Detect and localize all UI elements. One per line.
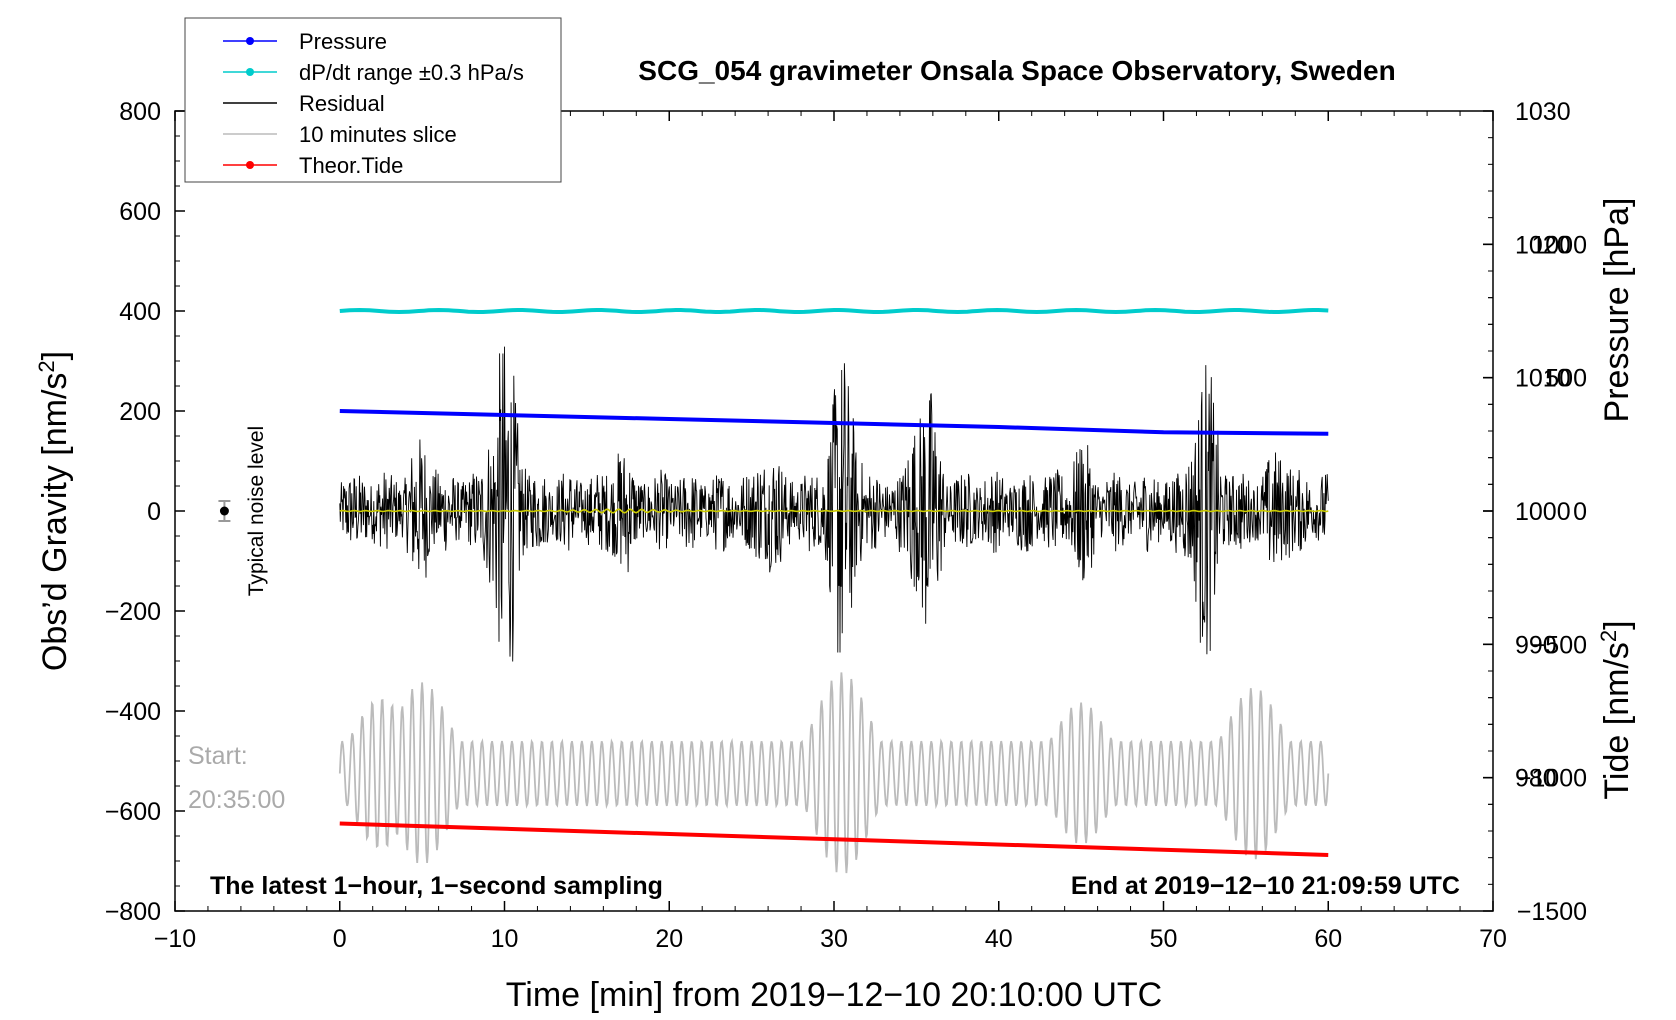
chart-title: SCG_054 gravimeter Onsala Space Observat… — [638, 55, 1395, 86]
y-axis-tide-title-pre: Tide [nm/s — [1598, 642, 1636, 799]
y-pressure-tick-label: 1000 — [1515, 498, 1571, 526]
y-axis-tide-title-post: ] — [1598, 620, 1636, 629]
x-tick-label: 50 — [1150, 925, 1178, 953]
y-left-tick-label: −200 — [105, 598, 161, 626]
y-tide-tick-label: −500 — [1531, 631, 1587, 659]
legend: Pressure dP/dt range ±0.3 hPa/s Residual 10… — [184, 17, 562, 183]
legend-swatch-marker — [246, 161, 254, 169]
y-tide-tick-label: −1000 — [1517, 765, 1587, 793]
dpdt-line — [339, 307, 1329, 315]
legend-swatch-marker — [246, 37, 254, 45]
x-tick-label: 30 — [820, 925, 848, 953]
end-time-note: End at 2019−12−10 21:09:59 UTC — [1071, 872, 1460, 900]
y-axis-pressure-title: Pressure [hPa] — [1598, 198, 1636, 423]
y-axis-tide-title-sup: 2 — [1596, 630, 1621, 642]
x-tick-label: 70 — [1479, 925, 1507, 953]
y-left-tick-label: 400 — [119, 298, 161, 326]
y-pressure-tick-label: 1020 — [1515, 231, 1571, 259]
x-axis-title: Time [min] from 2019−12−10 20:10:00 UTC — [506, 976, 1162, 1014]
start-label-line1: Start: — [188, 742, 248, 770]
y-left-tick-label: 600 — [119, 198, 161, 226]
legend-label: Residual — [299, 91, 385, 116]
x-tick-label: 40 — [985, 925, 1013, 953]
legend-label: Pressure — [299, 29, 387, 54]
ten-minute-slice-line — [338, 672, 1330, 874]
y-left-tick-label: −600 — [105, 798, 161, 826]
x-tick-label: 60 — [1314, 925, 1342, 953]
residual-line — [339, 346, 1329, 662]
y-axis-tide-title: Tide [nm/s2] — [1596, 620, 1637, 799]
legend-label: Theor.Tide — [299, 153, 403, 178]
legend-items: Pressure dP/dt range ±0.3 hPa/s Residual 10… — [223, 29, 524, 178]
x-tick-label: 0 — [333, 925, 347, 953]
y-left-tick-label: −800 — [105, 898, 161, 926]
smoothed-residual-line — [339, 508, 1329, 514]
y-axis-left-title-pre: Obs’d Gravity [nm/s — [36, 373, 74, 672]
legend-box — [184, 17, 562, 183]
ticks-layer: −10 0 10 20 30 40 50 60 708006004002000−200−400−… — [105, 98, 1587, 953]
legend-label: 10 minutes slice — [299, 122, 457, 147]
pressure-line — [339, 409, 1329, 436]
start-label-line2: 20:35:00 — [188, 786, 285, 814]
series-layer — [338, 307, 1330, 874]
y-left-tick-label: −400 — [105, 698, 161, 726]
y-axis-left-title: Obs’d Gravity [nm/s2] — [34, 351, 75, 671]
y-left-tick-label: 200 — [119, 398, 161, 426]
x-tick-label: 10 — [491, 925, 519, 953]
y-tide-tick-label: 500 — [1545, 365, 1587, 393]
x-tick-label: 20 — [655, 925, 683, 953]
y-tide-tick-label: 0 — [1573, 498, 1587, 526]
x-tick-label: −10 — [154, 925, 196, 953]
noise-level-dot — [219, 506, 229, 516]
y-pressure-tick-label: 1030 — [1515, 98, 1571, 126]
y-tide-tick-label: −1500 — [1517, 898, 1587, 926]
y-tide-tick-label: 1000 — [1531, 231, 1587, 259]
sampling-note: The latest 1−hour, 1−second sampling — [210, 872, 663, 900]
y-axis-left-title-sup: 2 — [34, 360, 59, 372]
noise-level-label: Typical noise level — [245, 426, 268, 596]
y-axis-left-title-post: ] — [36, 351, 74, 360]
y-pressure-tick-label: 990 — [1515, 631, 1557, 659]
legend-swatch-marker — [246, 68, 254, 76]
y-pressure-tick-label: 980 — [1515, 765, 1557, 793]
legend-label: dP/dt range ±0.3 hPa/s — [299, 60, 524, 85]
y-pressure-tick-label: 1010 — [1515, 365, 1571, 393]
noise-level-marker — [218, 500, 231, 522]
y-left-tick-label: 800 — [119, 98, 161, 126]
y-left-tick-label: 0 — [147, 498, 161, 526]
theoretical-tide-line — [339, 821, 1329, 857]
